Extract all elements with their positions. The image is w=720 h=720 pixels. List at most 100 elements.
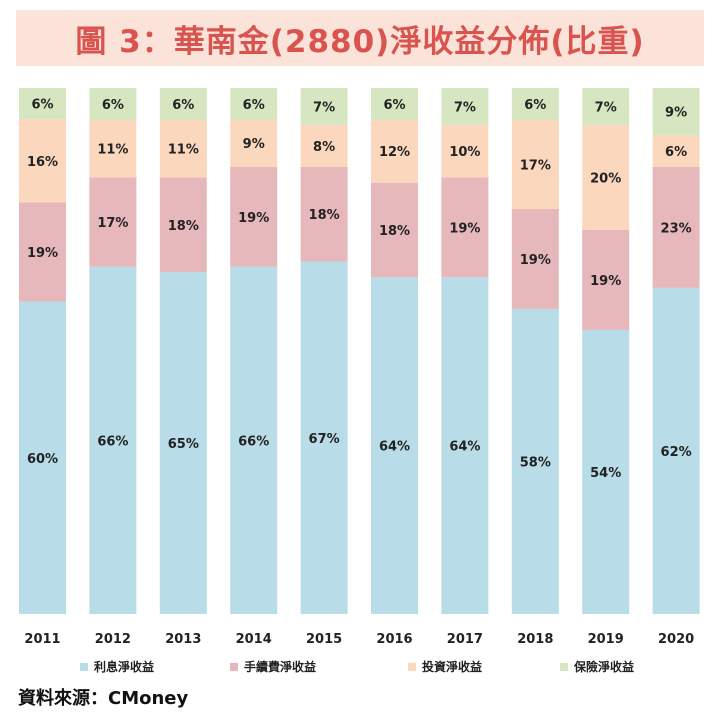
legend-item-s2: 投資淨收益	[408, 658, 482, 675]
data-label-2015-s1: 18%	[309, 208, 340, 223]
bar-segment-2016-s0	[371, 277, 418, 614]
bar-segment-2012-s3	[89, 88, 137, 120]
bar-segment-2017-s1	[441, 177, 489, 278]
bar-segment-2013-s3	[159, 88, 207, 120]
x-tick-label-2014: 2014	[236, 632, 272, 647]
legend-label: 手續費淨收益	[244, 660, 317, 674]
legend-label: 投資淨收益	[422, 660, 483, 674]
bar-segment-2014-s2	[230, 119, 278, 167]
data-label-2020-s2: 6%	[665, 145, 687, 160]
bar-segment-2012-s1	[89, 177, 137, 267]
x-tick-label-2015: 2015	[306, 632, 342, 647]
data-label-2017-s3: 7%	[454, 100, 476, 115]
bar-segment-2019-s2	[582, 124, 630, 231]
data-label-2012-s0: 66%	[97, 434, 128, 449]
legend-swatch	[560, 662, 568, 671]
bar-segment-2011-s3	[19, 88, 66, 120]
data-label-2016-s1: 18%	[379, 224, 410, 239]
data-label-2017-s2: 10%	[449, 145, 480, 160]
legend-swatch	[408, 662, 416, 671]
data-label-2020-s1: 23%	[661, 221, 692, 236]
data-label-2013-s0: 65%	[168, 437, 199, 452]
title-banner: 圖 3：華南金(2880)淨收益分佈(比重)	[16, 10, 704, 66]
data-label-2015-s3: 7%	[313, 100, 335, 115]
data-label-2020-s3: 9%	[665, 106, 687, 121]
bar-segment-2018-s1	[511, 208, 559, 309]
data-label-2018-s0: 58%	[520, 455, 551, 470]
data-label-2012-s1: 17%	[97, 216, 128, 231]
legend-swatch	[80, 662, 88, 671]
data-label-2013-s2: 11%	[168, 142, 199, 157]
legend-swatch	[230, 662, 238, 671]
bar-segment-2016-s3	[371, 88, 418, 120]
x-tick-label-2018: 2018	[517, 632, 553, 647]
bar-segment-2015-s3	[300, 88, 348, 125]
bar-segment-2017-s3	[441, 88, 489, 125]
data-label-2018-s2: 17%	[520, 158, 551, 173]
data-label-2014-s3: 6%	[243, 98, 265, 113]
legend: 利息淨收益 手續費淨收益 投資淨收益 保險淨收益	[0, 658, 720, 676]
bar-segment-2015-s2	[300, 124, 348, 167]
data-label-2014-s2: 9%	[243, 137, 265, 152]
bar-segment-2015-s1	[300, 166, 348, 262]
bar-segment-2020-s0	[652, 287, 700, 614]
bar-segment-2011-s2	[19, 119, 66, 203]
bar-segment-2020-s2	[652, 135, 700, 167]
data-label-2016-s0: 64%	[379, 440, 410, 455]
data-label-2020-s0: 62%	[661, 445, 692, 460]
data-label-2019-s0: 54%	[590, 466, 621, 481]
data-label-2013-s3: 6%	[172, 98, 194, 113]
data-label-2014-s1: 19%	[238, 211, 269, 226]
bar-segment-2011-s1	[19, 202, 66, 302]
data-label-2011-s0: 60%	[27, 452, 58, 467]
bar-segment-2012-s0	[89, 266, 137, 614]
data-label-2011-s3: 6%	[31, 98, 53, 113]
data-label-2016-s3: 6%	[383, 98, 405, 113]
bar-segment-2013-s0	[159, 272, 207, 614]
legend-item-s1: 手續費淨收益	[230, 658, 316, 675]
chart-title: 圖 3：華南金(2880)淨收益分佈(比重)	[75, 23, 645, 60]
data-label-2015-s2: 8%	[313, 140, 335, 155]
source-note: 資料來源：CMoney	[18, 688, 189, 709]
data-label-2015-s0: 67%	[309, 432, 340, 447]
legend-item-s3: 保險淨收益	[560, 658, 634, 675]
x-tick-label-2020: 2020	[658, 632, 694, 647]
data-label-2017-s0: 64%	[449, 440, 480, 455]
bar-segment-2019-s3	[582, 88, 630, 125]
bar-segment-2013-s2	[159, 119, 207, 178]
bar-segment-2020-s3	[652, 88, 700, 136]
x-tick-label-2017: 2017	[447, 632, 483, 647]
data-label-2017-s1: 19%	[449, 221, 480, 236]
x-tick-label-2013: 2013	[165, 632, 201, 647]
data-label-2019-s1: 19%	[590, 274, 621, 289]
bar-segment-2017-s2	[441, 124, 489, 178]
bar-segment-2011-s0	[19, 301, 66, 614]
data-label-2011-s1: 19%	[27, 246, 58, 261]
bar-segment-2020-s1	[652, 166, 700, 288]
bar-segment-2012-s2	[89, 119, 137, 178]
bar-segment-2014-s1	[230, 166, 278, 267]
bar-segment-2018-s2	[511, 119, 559, 209]
data-label-2018-s1: 19%	[520, 253, 551, 268]
data-label-2018-s3: 6%	[524, 98, 546, 113]
bar-segment-2014-s3	[230, 88, 278, 120]
bar-segment-2014-s0	[230, 266, 278, 614]
legend-label: 利息淨收益	[94, 660, 155, 674]
data-label-2016-s2: 12%	[379, 145, 410, 160]
data-label-2013-s1: 18%	[168, 219, 199, 234]
bar-segment-2013-s1	[159, 177, 207, 273]
bar-segment-2016-s1	[371, 182, 418, 278]
bar-segment-2018-s0	[511, 308, 559, 614]
bar-segment-2015-s0	[300, 261, 348, 614]
data-label-2019-s2: 20%	[590, 171, 621, 186]
bar-segment-2019-s0	[582, 329, 630, 614]
bar-segment-2016-s2	[371, 119, 418, 183]
data-label-2012-s2: 11%	[97, 142, 128, 157]
legend-label: 保險淨收益	[574, 660, 635, 674]
legend-item-s0: 利息淨收益	[80, 658, 154, 675]
data-label-2014-s0: 66%	[238, 434, 269, 449]
data-label-2019-s3: 7%	[595, 100, 617, 115]
x-tick-label-2019: 2019	[588, 632, 624, 647]
x-tick-label-2011: 2011	[24, 632, 60, 647]
